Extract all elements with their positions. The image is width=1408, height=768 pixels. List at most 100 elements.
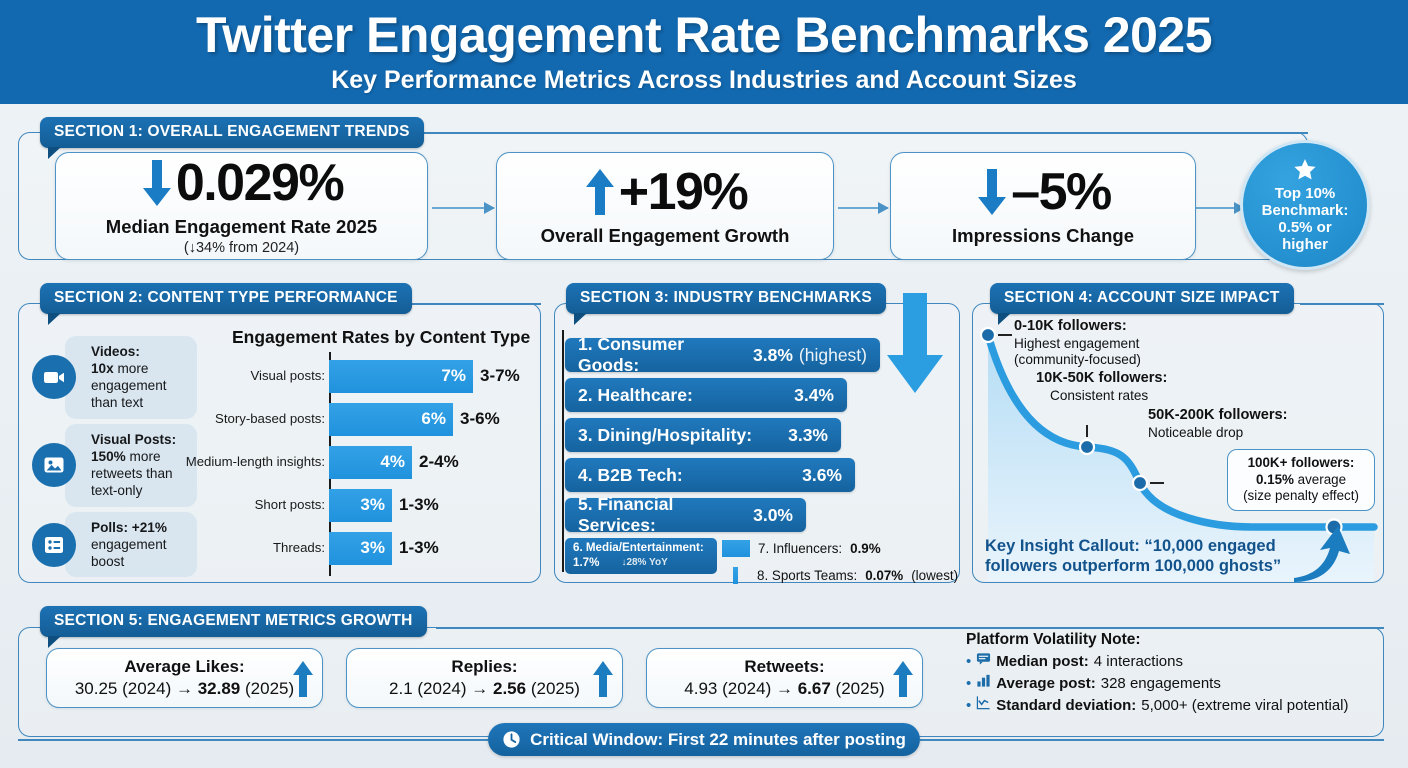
page-title: Twitter Engagement Rate Benchmarks 2025 [195, 7, 1213, 64]
content-callout-text: Videos: 10x more engagement than text [65, 336, 197, 419]
industry-value: 1.7% [573, 556, 600, 570]
bar-label: Threads: [272, 539, 325, 555]
kpi-card-median-engagement: 0.029% Median Engagement Rate 2025 (↓34%… [55, 152, 428, 260]
callout-lead: Visual Posts: [91, 432, 177, 447]
critical-line-right [920, 739, 1384, 741]
industry-yoy: ↓28% YoY [621, 557, 668, 569]
volatility-value: 328 engagements [1100, 675, 1221, 693]
volatility-label: Median post: [996, 653, 1089, 671]
kpi-label: Impressions Change [952, 225, 1134, 246]
callout-strong: 150% [91, 449, 126, 465]
comment-icon [976, 651, 991, 673]
volatility-label: Average post: [996, 675, 1096, 693]
metric-text: Average Likes: 30.25 (2024) → 32.89 (202… [75, 657, 294, 699]
platform-volatility-note: Platform Volatility Note: • Median post:… [966, 629, 1348, 717]
clock-icon [502, 730, 521, 749]
bar: 4% [329, 445, 412, 479]
bar-range: 1-3% [399, 495, 439, 514]
page-subtitle: Key Performance Metrics Across Industrie… [331, 65, 1077, 94]
bar-chart-icon [976, 673, 991, 695]
box-sub: (size penalty effect) [1243, 488, 1359, 504]
volatility-heading: Platform Volatility Note: [966, 631, 1141, 648]
bar: 3% [329, 531, 392, 565]
industry-row-media: 6. Media/Entertainment: 1.7% ↓28% YoY [565, 538, 717, 574]
industry-name: 6. Media/Entertainment: [573, 541, 704, 554]
section-1-tab: SECTION 1: OVERALL ENGAGEMENT TRENDS [40, 117, 424, 159]
industry-value: 3.4% [794, 384, 834, 405]
critical-line-left [18, 739, 488, 741]
bar-range: 1-3% [399, 538, 439, 557]
account-size-curve-chart [979, 326, 1378, 581]
account-note-50k-200k: 50K-200K followers: Noticeable drop [1148, 407, 1288, 441]
bullet-icon: • [966, 696, 972, 714]
bar-label: Story-based posts: [215, 410, 325, 426]
content-callout-visual-posts: Visual Posts: 150% more retweets than te… [32, 424, 197, 507]
badge-line-1: Top 10% [1274, 184, 1336, 202]
section-4-tab: SECTION 4: ACCOUNT SIZE IMPACT [990, 283, 1294, 325]
bullet-icon: • [966, 653, 972, 671]
metric-title: Retweets: [744, 657, 825, 676]
key-insight-arrow-icon [1294, 526, 1350, 582]
metric-new: 32.89 [197, 679, 241, 698]
page-header: Twitter Engagement Rate Benchmarks 2025 … [0, 0, 1408, 104]
account-box-100k: 100K+ followers: 0.15% average (size pen… [1227, 449, 1375, 511]
bar-value: 7% [441, 366, 466, 385]
legend-name: 7. Influencers: [758, 541, 843, 556]
metric-new: 2.56 [493, 679, 527, 698]
note-body: Highest engagement (community-focused) [1014, 335, 1141, 368]
industry-note: (highest) [798, 344, 867, 365]
kpi-connector-1 [432, 202, 495, 214]
legend-note: (lowest) [911, 568, 959, 583]
bullet-icon: • [966, 675, 972, 693]
industry-name: 2. Healthcare: [578, 384, 693, 405]
bar-label: Visual posts: [250, 367, 325, 383]
metric-new-year: (2025) [530, 679, 580, 698]
legend-name: 8. Sports Teams: [757, 568, 858, 583]
kpi-value-row: 0.029% [140, 154, 345, 212]
callout-strong: 10x [91, 361, 114, 377]
box-value: 0.15% [1255, 471, 1294, 487]
up-arrow-icon [292, 659, 314, 704]
legend-value: 0.07% [865, 568, 904, 583]
metric-card-average-likes: Average Likes: 30.25 (2024) → 32.89 (202… [46, 648, 323, 708]
metric-new: 6.67 [797, 679, 831, 698]
metric-old: 30.25 (2024) [74, 679, 172, 698]
up-arrow-icon [583, 165, 617, 219]
kpi-value: 0.029% [175, 154, 345, 212]
poll-list-icon [32, 522, 76, 567]
section-2-tab: SECTION 2: CONTENT TYPE PERFORMANCE [40, 283, 412, 325]
metric-arrow: → [775, 679, 793, 698]
bar-label: Short posts: [254, 496, 325, 512]
metric-text: Replies: 2.1 (2024) → 2.56 (2025) [389, 657, 580, 699]
up-arrow-icon [892, 659, 914, 704]
account-note-10k-50k: 10K-50K followers: Consistent rates [1036, 370, 1167, 404]
bar-row: Story-based posts: 6% 3-6% [180, 398, 525, 440]
metric-new-year: (2025) [835, 679, 885, 698]
section-3-tab: SECTION 3: INDUSTRY BENCHMARKS [566, 283, 886, 325]
legend-swatch-icon [733, 567, 738, 584]
content-chart-title: Engagement Rates by Content Type [232, 327, 531, 347]
note-body: Consistent rates [1050, 387, 1149, 403]
metric-old: 2.1 (2024) [389, 679, 467, 698]
line-chart-icon [976, 695, 991, 717]
bar: 6% [329, 402, 453, 436]
section-1-tab-line [424, 132, 1308, 134]
section-2-tab-line [410, 303, 541, 305]
industry-row: 5. Financial Services: 3.0% [565, 494, 806, 535]
volatility-item: • Average post: 328 engagements [966, 673, 1348, 695]
section-4-tab-line [1300, 303, 1384, 305]
badge-line-2: Benchmark: [1261, 201, 1349, 219]
industry-row: 4. B2B Tech: 3.6% [565, 458, 855, 492]
industry-name: 1. Consumer Goods: [578, 334, 684, 375]
callout-rest: more engagement than text [91, 361, 167, 411]
industry-value: 3.0% [753, 504, 793, 525]
key-insight-callout: Key Insight Callout: “10,000 engaged fol… [985, 536, 1285, 576]
kpi-value-row: –5% [975, 165, 1112, 219]
industry-row: 2. Healthcare: 3.4% [565, 378, 847, 412]
bar-range: 3-6% [460, 409, 500, 428]
metric-arrow: → [471, 679, 489, 698]
callout-lead: Videos: [91, 344, 140, 359]
metric-values: 4.93 (2024) → 6.67 (2025) [684, 679, 884, 699]
industry-row: 3. Dining/Hospitality: 3.3% [565, 418, 841, 452]
callout-rest: more retweets than text-only [91, 449, 173, 499]
